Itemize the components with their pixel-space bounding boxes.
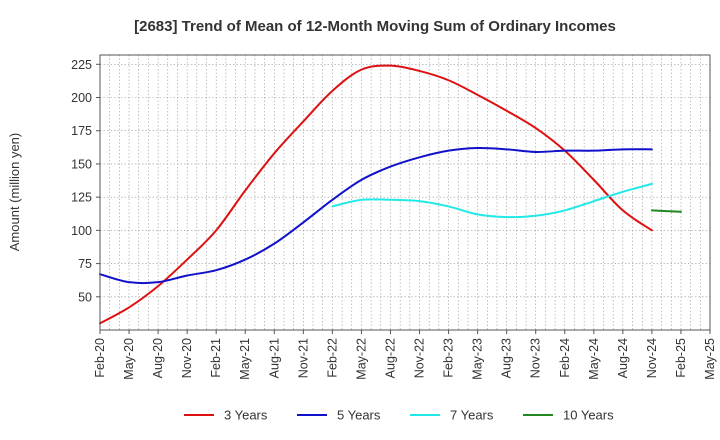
x-tick-label: Aug-21 — [267, 338, 281, 378]
x-tick-label: May-21 — [238, 338, 252, 380]
x-tick-label: Aug-23 — [500, 338, 514, 378]
y-tick-label: 150 — [71, 157, 92, 171]
x-tick-label: Feb-21 — [209, 338, 223, 378]
x-tick-label: Aug-24 — [616, 338, 630, 378]
series-lines — [99, 64, 682, 325]
series-line-5-years — [99, 146, 653, 285]
x-tick-label: May-20 — [122, 338, 136, 380]
y-tick-label: 75 — [78, 257, 92, 271]
y-tick-label: 200 — [71, 91, 92, 105]
x-tick-label: Feb-24 — [558, 338, 572, 378]
x-axis-ticks: Feb-20 May-20 Aug-20 Nov-20 Feb-21 May-21 Aug-… — [93, 330, 717, 380]
plot-area-frame — [99, 54, 711, 331]
x-tick-label: May-23 — [471, 338, 485, 380]
x-tick-label: Nov-22 — [413, 338, 427, 378]
x-tick-label: Nov-23 — [529, 338, 543, 378]
x-tick-label: Nov-21 — [296, 338, 310, 378]
x-tick-label: Aug-22 — [383, 338, 397, 378]
y-tick-label: 175 — [71, 124, 92, 138]
x-tick-label: Nov-24 — [645, 338, 659, 378]
x-tick-label: May-24 — [587, 338, 601, 380]
y-tick-label: 50 — [78, 290, 92, 304]
series-line-7-years — [331, 182, 653, 219]
legend-label-7-years: 7 Years — [450, 408, 494, 423]
series-line-3-years — [99, 64, 653, 325]
x-tick-label: Feb-22 — [325, 338, 339, 378]
x-tick-label: Feb-25 — [674, 338, 688, 378]
legend-label-5-years: 5 Years — [337, 408, 381, 423]
legend-label-10-years: 10 Years — [563, 408, 614, 423]
x-tick-label: May-22 — [354, 338, 368, 380]
x-tick-label: Feb-20 — [93, 338, 107, 378]
y-tick-label: 100 — [71, 224, 92, 238]
x-tick-label: Feb-23 — [442, 338, 456, 378]
y-tick-label: 125 — [71, 191, 92, 205]
legend: 3 Years 5 Years 7 Years 10 Years — [184, 408, 614, 423]
y-tick-label: 225 — [71, 58, 92, 72]
series-line-10-years — [650, 209, 682, 213]
y-axis-title: Amount (million yen) — [7, 133, 22, 252]
legend-label-3-years: 3 Years — [224, 408, 268, 423]
chart-title: [2683] Trend of Mean of 12-Month Moving … — [134, 18, 616, 35]
y-axis-ticks: 50 75 100 125 150 175 200 225 — [71, 58, 100, 304]
x-tick-label: Nov-20 — [180, 338, 194, 378]
x-tick-label: Aug-20 — [151, 338, 165, 378]
x-tick-label: May-25 — [703, 338, 717, 380]
grid — [100, 55, 710, 330]
